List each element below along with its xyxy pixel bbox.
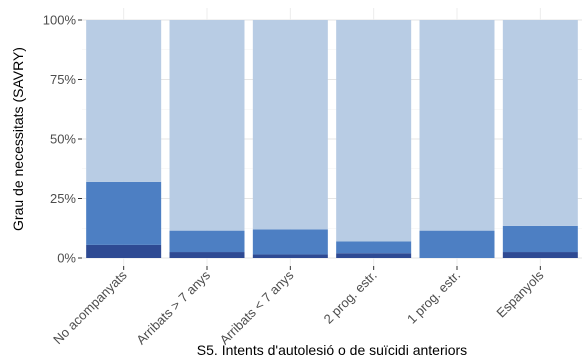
bar-segment-1 [169,230,245,253]
y-tick-label: 50% [50,132,76,147]
bar-segment-1 [252,229,328,255]
x-tick-label: No acompanyats [50,267,130,347]
bar-segment-0 [252,254,328,258]
bar-segment-0 [336,253,412,258]
x-tick-label: 1 prog. estr. [404,268,463,327]
bar-segment-2 [86,20,162,182]
y-tick-label: 100% [43,13,77,28]
bar-segment-2 [419,20,495,231]
bar-segment-1 [86,181,162,245]
bar-segment-1 [419,230,495,258]
bar-segment-2 [502,20,578,226]
bar-segment-2 [336,20,412,242]
bar-segment-2 [169,20,245,231]
bar-segment-1 [502,225,578,253]
x-axis-title: S5. Intents d'autolesió o de suïcidi ant… [197,342,467,358]
bar-segment-1 [336,241,412,254]
y-tick-label: 25% [50,191,76,206]
bar-segment-0 [502,252,578,258]
bar-segment-0 [86,244,162,258]
x-tick-label: 2 prog. estr. [321,268,380,327]
y-tick-label: 0% [57,251,76,266]
y-tick-labels: 0% 25% 50% 75% 100% [43,13,82,266]
y-tick-label: 75% [50,72,76,87]
x-tick-label: Arribats < 7 anys [217,267,297,347]
y-axis-title: Grau de necessitats (SAVRY) [10,47,26,231]
x-tick-labels: No acompanyats Arribats > 7 anys Arribats … [50,266,547,347]
bar-segment-2 [252,20,328,230]
bar-segment-0 [169,252,245,258]
plot-panel [82,8,582,266]
x-tick-label: Arribats > 7 anys [133,267,213,347]
bars [86,20,578,258]
x-tick-label: Espanyols [493,267,546,320]
